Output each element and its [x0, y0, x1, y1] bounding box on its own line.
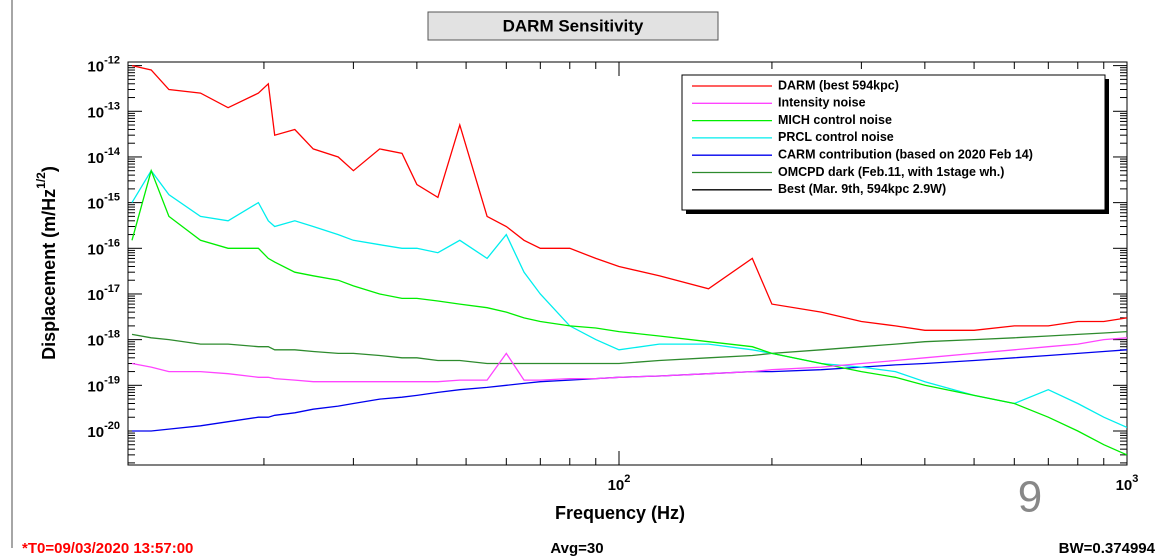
y-tick-label: 10-15 — [87, 192, 120, 213]
y-tick-exp: -17 — [104, 283, 120, 295]
legend-label: OMCPD dark (Feb.11, with 1stage wh.) — [778, 165, 1004, 179]
series-line — [131, 337, 1127, 383]
y-label-text: Displacement (m/Hz — [39, 189, 59, 360]
y-tick-exp: -20 — [104, 420, 120, 432]
series-line — [131, 64, 1127, 331]
y-tick-base: 10 — [87, 424, 104, 441]
y-tick-exp: -16 — [104, 237, 120, 249]
footer-left: *T0=09/03/2020 13:57:00 — [22, 540, 193, 557]
y-tick-label: 10-14 — [87, 146, 120, 167]
footer-center: Avg=30 — [550, 540, 603, 557]
y-tick-exp: -19 — [104, 374, 120, 386]
x-tick-exp: 2 — [624, 473, 630, 485]
y-tick-label: 10-18 — [87, 329, 120, 350]
series-line — [131, 168, 1127, 456]
x-tick-base: 10 — [1116, 477, 1133, 494]
y-tick-base: 10 — [87, 59, 104, 76]
y-tick-label: 10-12 — [87, 55, 120, 76]
y-tick-base: 10 — [87, 196, 104, 213]
y-tick-label: 10-13 — [87, 100, 120, 121]
y-tick-exp: -14 — [104, 146, 121, 158]
y-tick-label: 10-20 — [87, 420, 120, 441]
y-tick-exp: -18 — [104, 329, 120, 341]
y-tick-label: 10-17 — [87, 283, 120, 304]
y-tick-exp: -15 — [104, 192, 120, 204]
x-tick-exp: 3 — [1132, 473, 1138, 485]
x-axis-label: Frequency (Hz) — [555, 503, 685, 523]
series-line — [131, 169, 1127, 428]
y-tick-base: 10 — [87, 287, 104, 304]
x-tick-label: 102 — [608, 473, 631, 494]
series-line — [131, 330, 1127, 365]
y-tick-base: 10 — [87, 333, 104, 350]
chart-title: DARM Sensitivity — [503, 16, 644, 35]
legend-label: Best (Mar. 9th, 594kpc 2.9W) — [778, 182, 946, 196]
y-label-end: ) — [39, 166, 59, 172]
legend-box — [681, 74, 1106, 211]
y-tick-exp: -13 — [104, 100, 120, 112]
y-tick-label: 10-16 — [87, 237, 120, 258]
y-tick-label: 10-19 — [87, 374, 120, 395]
y-tick-base: 10 — [87, 378, 104, 395]
title-box — [427, 11, 719, 41]
y-tick-exp: -12 — [104, 55, 120, 67]
y-label-sup: 1/2 — [34, 172, 48, 189]
y-axis-label: Displacement (m/Hz1/2) — [34, 166, 59, 360]
series-line — [132, 349, 1127, 432]
legend-label: CARM contribution (based on 2020 Feb 14) — [778, 147, 1033, 161]
legend-label: DARM (best 594kpc) — [778, 78, 899, 92]
legend-label: PRCL control noise — [778, 130, 894, 144]
x-tick-label: 103 — [1116, 473, 1139, 494]
legend-label: Intensity noise — [778, 96, 866, 110]
y-tick-base: 10 — [87, 104, 104, 121]
x-tick-base: 10 — [608, 477, 625, 494]
footer-right: BW=0.374994 — [1059, 540, 1156, 557]
page-number: 9 — [1018, 473, 1042, 522]
legend-label: MICH control noise — [778, 113, 892, 127]
y-tick-base: 10 — [87, 241, 104, 258]
y-tick-base: 10 — [87, 150, 104, 167]
